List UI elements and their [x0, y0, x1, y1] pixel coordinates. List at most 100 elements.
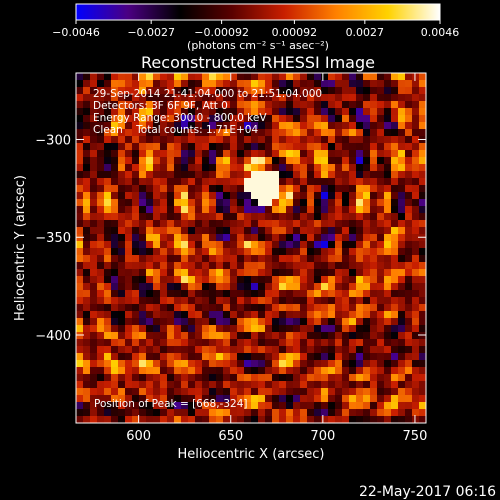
heatmap-cell	[167, 199, 175, 207]
heatmap-cell	[90, 381, 98, 389]
heatmap-cell	[111, 409, 119, 417]
heatmap-cell	[230, 269, 238, 277]
heatmap-cell	[209, 276, 217, 284]
heatmap-cell	[279, 220, 287, 228]
heatmap-cell	[160, 94, 168, 102]
heatmap-cell	[398, 402, 406, 410]
heatmap-cell	[286, 269, 294, 277]
heatmap-cell	[377, 220, 385, 228]
heatmap-cell	[335, 227, 343, 235]
heatmap-cell	[328, 248, 336, 256]
heatmap-cell	[104, 262, 112, 270]
heatmap-cell	[216, 136, 224, 144]
heatmap-cell	[391, 388, 399, 396]
heatmap-cell	[286, 164, 294, 172]
heatmap-cell	[349, 143, 357, 151]
heatmap-cell	[83, 143, 91, 151]
heatmap-cell	[349, 269, 357, 277]
heatmap-cell	[230, 283, 238, 291]
heatmap-cell	[167, 311, 175, 319]
heatmap-cell	[104, 192, 112, 200]
heatmap-cell	[335, 402, 343, 410]
heatmap-cell	[342, 206, 350, 214]
heatmap-cell	[356, 171, 364, 179]
heatmap-cell	[125, 192, 133, 200]
heatmap-cell	[111, 143, 119, 151]
heatmap-cell	[76, 192, 84, 200]
heatmap-cell	[216, 416, 224, 424]
heatmap-cell	[342, 374, 350, 382]
heatmap-cell	[76, 381, 84, 389]
heatmap-cell	[328, 157, 336, 165]
heatmap-cell	[153, 227, 161, 235]
heatmap-cell	[146, 171, 154, 179]
heatmap-cell	[83, 227, 91, 235]
heatmap-cell	[104, 143, 112, 151]
heatmap-cell	[97, 185, 105, 193]
heatmap-cell	[293, 346, 301, 354]
heatmap-cell	[370, 157, 378, 165]
heatmap-cell	[97, 255, 105, 263]
heatmap-cell	[167, 94, 175, 102]
heatmap-cell	[363, 87, 371, 95]
heatmap-cell	[195, 255, 203, 263]
heatmap-cell	[146, 283, 154, 291]
heatmap-cell	[223, 178, 231, 186]
heatmap-cell	[188, 402, 196, 410]
heatmap-cell	[216, 318, 224, 326]
heatmap-cell	[272, 227, 280, 235]
heatmap-cell	[97, 234, 105, 242]
heatmap-cell	[160, 297, 168, 305]
heatmap-cell	[83, 157, 91, 165]
heatmap-cell	[356, 290, 364, 298]
heatmap-cell	[223, 87, 231, 95]
heatmap-cell	[419, 290, 427, 298]
heatmap-cell	[160, 374, 168, 382]
heatmap-cell	[405, 143, 413, 151]
colorbar-ticks: −0.0046 −0.0027 −0.00092 0.00092 0.0027 0.004…	[52, 20, 459, 39]
heatmap-cell	[230, 276, 238, 284]
heatmap-cell	[377, 325, 385, 333]
heatmap-cell	[286, 73, 294, 81]
heatmap-cell	[125, 185, 133, 193]
heatmap-cell	[258, 87, 266, 95]
heatmap-cell	[293, 332, 301, 340]
heatmap-cell	[419, 150, 427, 158]
heatmap-cell	[258, 402, 266, 410]
heatmap-cell	[335, 115, 343, 123]
heatmap-cell	[363, 332, 371, 340]
heatmap-cell	[118, 129, 126, 137]
heatmap-cell	[363, 206, 371, 214]
heatmap-cell	[132, 360, 140, 368]
heatmap-cell	[370, 367, 378, 375]
heatmap-cell	[202, 395, 210, 403]
x-tick-label: 700	[310, 429, 335, 444]
heatmap-cell	[342, 143, 350, 151]
heatmap-cell	[384, 171, 392, 179]
heatmap-cell	[321, 374, 329, 382]
heatmap-cell	[188, 283, 196, 291]
heatmap-cell	[97, 108, 105, 116]
heatmap-cell	[181, 388, 189, 396]
heatmap-cell	[146, 80, 154, 88]
heatmap-cell	[146, 318, 154, 326]
heatmap-cell	[335, 178, 343, 186]
heatmap-cell	[384, 367, 392, 375]
heatmap-cell	[237, 304, 245, 312]
heatmap-cell	[398, 297, 406, 305]
heatmap-cell	[111, 353, 119, 361]
heatmap-cell	[356, 80, 364, 88]
heatmap-cell	[251, 339, 259, 347]
heatmap-cell	[174, 80, 182, 88]
heatmap-cell	[76, 290, 84, 298]
heatmap-cell	[342, 185, 350, 193]
heatmap-cell	[405, 297, 413, 305]
heatmap-cell	[167, 339, 175, 347]
heatmap-cell	[356, 276, 364, 284]
heatmap-cell	[216, 255, 224, 263]
heatmap-cell	[188, 108, 196, 116]
heatmap-cell	[237, 283, 245, 291]
heatmap-cell	[118, 241, 126, 249]
heatmap-cell	[384, 234, 392, 242]
heatmap-cell	[153, 255, 161, 263]
